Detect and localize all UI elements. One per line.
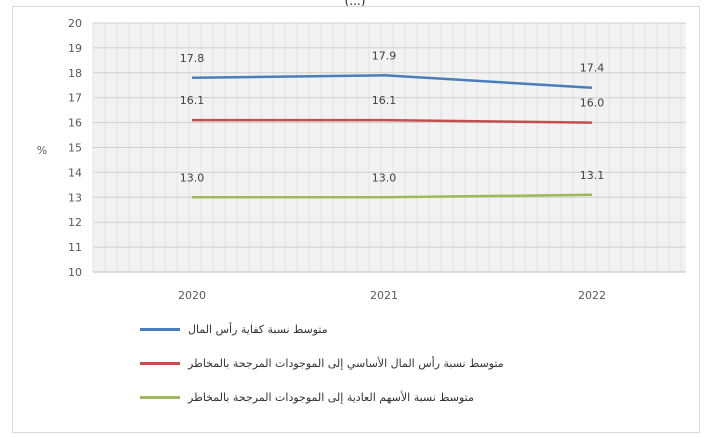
data-label: 17.9 xyxy=(372,49,397,62)
y-tick-label: 18 xyxy=(68,67,82,80)
data-label: 17.4 xyxy=(580,62,605,75)
y-tick-label: 15 xyxy=(68,142,82,155)
legend-label-2: متوسط نسبة الأسهم العادية إلى الموجودات … xyxy=(188,390,474,404)
x-tick-label: 2020 xyxy=(178,289,206,302)
y-tick-label: 20 xyxy=(68,17,82,30)
data-label: 13.0 xyxy=(372,171,397,184)
legend-label-0: متوسط نسبة كفاية رأس المال xyxy=(188,322,328,336)
series-line-0 xyxy=(191,74,593,89)
legend-label-1: متوسط نسبة رأس المال الأساسي إلى الموجود… xyxy=(188,356,504,370)
legend-swatch-0 xyxy=(140,327,180,331)
data-label: 16.0 xyxy=(580,97,605,110)
data-label: 13.1 xyxy=(580,169,605,182)
legend-swatch-2 xyxy=(140,395,180,399)
page-caption: (...) xyxy=(344,0,366,8)
chart-legend: متوسط نسبة كفاية رأس المال متوسط نسبة رأ… xyxy=(140,312,620,414)
y-tick-label: 17 xyxy=(68,92,82,105)
y-tick-label: 13 xyxy=(68,191,82,204)
y-tick-label: 12 xyxy=(68,216,82,229)
data-label: 13.0 xyxy=(180,171,205,184)
y-tick-label: 10 xyxy=(68,266,82,279)
legend-item-0: متوسط نسبة كفاية رأس المال xyxy=(140,312,620,346)
legend-swatch-1 xyxy=(140,361,180,365)
y-tick-label: 16 xyxy=(68,117,82,130)
legend-item-2: متوسط نسبة الأسهم العادية إلى الموجودات … xyxy=(140,380,620,414)
y-tick-label: 14 xyxy=(68,166,82,179)
x-tick-label: 2022 xyxy=(578,289,606,302)
data-label: 17.8 xyxy=(180,52,205,65)
series-line-1 xyxy=(192,118,593,124)
y-tick-label: 11 xyxy=(68,241,82,254)
data-label: 16.1 xyxy=(372,94,397,107)
y-tick-label: 19 xyxy=(68,42,82,55)
series-line-2 xyxy=(192,193,593,199)
data-label: 16.1 xyxy=(180,94,205,107)
x-tick-label: 2021 xyxy=(370,289,398,302)
y-axis-label: % xyxy=(37,144,47,157)
legend-item-1: متوسط نسبة رأس المال الأساسي إلى الموجود… xyxy=(140,346,620,380)
